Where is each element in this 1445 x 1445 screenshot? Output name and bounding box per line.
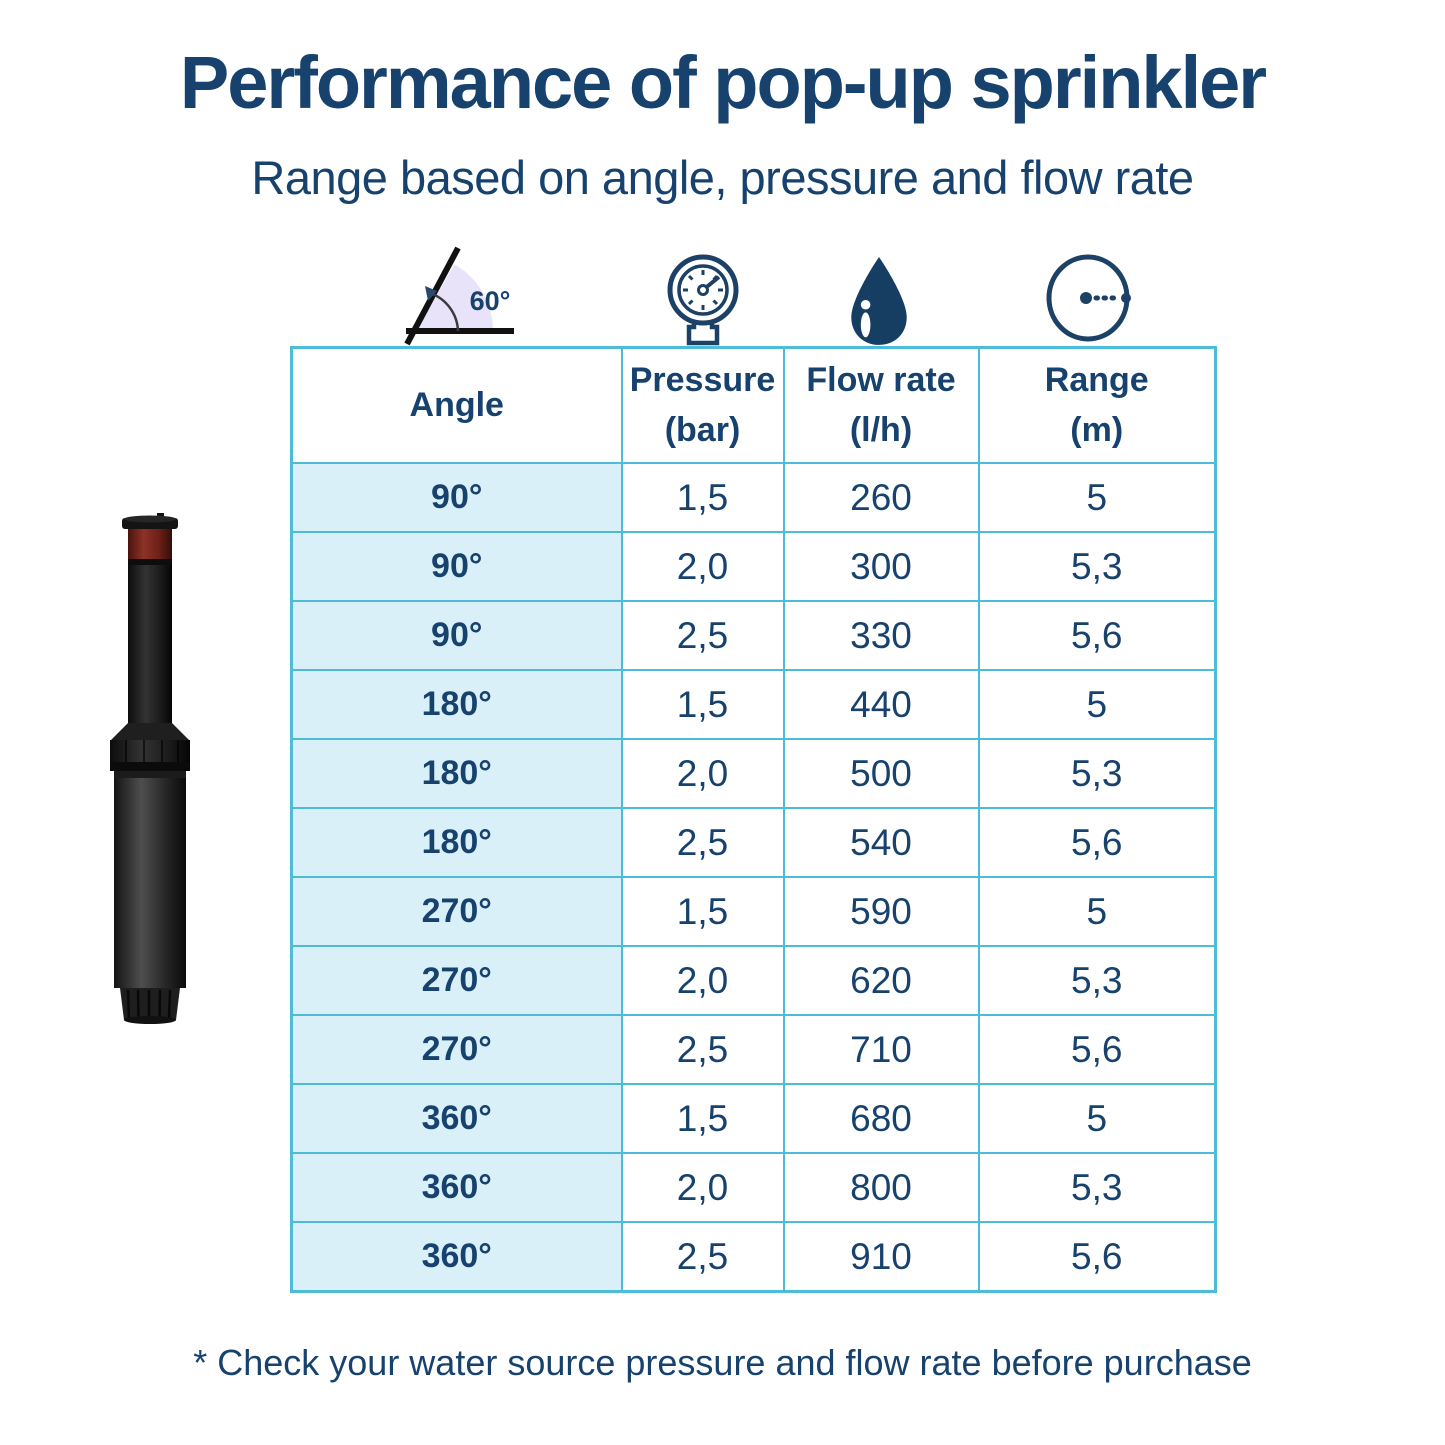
pressure-cell: 2,0 <box>620 738 785 809</box>
header-range-line2: (m) <box>1070 410 1124 449</box>
pressure-cell: 2,5 <box>620 1221 785 1293</box>
table-header: Angle Pressure (bar) Flow rate (l/h) Ran… <box>290 346 1217 464</box>
pressure-cell: 2,5 <box>620 807 785 878</box>
header-pressure: Pressure (bar) <box>620 346 785 464</box>
sprinkler-product-image <box>70 510 228 1052</box>
range-cell: 5,3 <box>977 1152 1217 1223</box>
header-range: Range (m) <box>977 346 1217 464</box>
angle-cell: 90° <box>290 531 623 602</box>
flow-cell: 590 <box>782 876 980 947</box>
range-circle-icon <box>1038 250 1138 346</box>
range-cell: 5,6 <box>977 1221 1217 1293</box>
pressure-cell: 2,0 <box>620 531 785 602</box>
table-row: 180° 2,5 540 5,6 <box>290 807 1217 878</box>
table-row: 180° 1,5 440 5 <box>290 669 1217 740</box>
pressure-cell: 2,5 <box>620 1014 785 1085</box>
range-icon-svg <box>1046 254 1131 342</box>
pressure-cell: 2,0 <box>620 945 785 1016</box>
range-cell: 5 <box>977 669 1217 740</box>
angle-cell: 180° <box>290 669 623 740</box>
pressure-gauge-icon <box>658 248 748 348</box>
header-flow: Flow rate (l/h) <box>782 346 980 464</box>
flow-cell: 910 <box>782 1221 980 1293</box>
angle-icon: 60° <box>392 238 542 346</box>
header-pressure-line1: Pressure <box>629 361 776 400</box>
header-angle: Angle <box>290 346 623 464</box>
table-row: 270° 2,0 620 5,3 <box>290 945 1217 1016</box>
range-cell: 5,6 <box>977 807 1217 878</box>
table-row: 270° 2,5 710 5,6 <box>290 1014 1217 1085</box>
angle-cell: 270° <box>290 1014 623 1085</box>
range-cell: 5 <box>977 1083 1217 1154</box>
header-flow-line2: (l/h) <box>849 410 913 449</box>
range-cell: 5,3 <box>977 945 1217 1016</box>
table-row: 90° 2,0 300 5,3 <box>290 531 1217 602</box>
flow-cell: 540 <box>782 807 980 878</box>
performance-table: Angle Pressure (bar) Flow rate (l/h) Ran… <box>290 346 1217 1293</box>
pressure-cell: 2,0 <box>620 1152 785 1223</box>
header-pressure-line2: (bar) <box>664 410 741 449</box>
header-row: Angle Pressure (bar) Flow rate (l/h) Ran… <box>290 346 1217 464</box>
pressure-cell: 1,5 <box>620 1083 785 1154</box>
table-row: 360° 2,0 800 5,3 <box>290 1152 1217 1223</box>
flow-cell: 800 <box>782 1152 980 1223</box>
header-range-line1: Range <box>1044 361 1149 400</box>
flow-cell: 620 <box>782 945 980 1016</box>
range-cell: 5 <box>977 462 1217 533</box>
header-angle-line1: Angle <box>409 385 504 424</box>
pressure-cell: 2,5 <box>620 600 785 671</box>
angle-cell: 360° <box>290 1221 623 1293</box>
pressure-cell: 1,5 <box>620 462 785 533</box>
range-cell: 5,3 <box>977 531 1217 602</box>
angle-cell: 90° <box>290 600 623 671</box>
angle-cell: 270° <box>290 945 623 1016</box>
page-title: Performance of pop-up sprinkler <box>179 41 1267 124</box>
table-body: 90° 1,5 260 5 90° 2,0 300 5,3 90° 2,5 330 5,6 180° 1,… <box>290 462 1217 1293</box>
angle-degree-label: 60° <box>470 286 511 316</box>
flow-cell: 710 <box>782 1014 980 1085</box>
table-row: 180° 2,0 500 5,3 <box>290 738 1217 809</box>
flow-cell: 300 <box>782 531 980 602</box>
page-subtitle: Range based on angle, pressure and flow … <box>251 151 1194 204</box>
angle-cell: 270° <box>290 876 623 947</box>
flow-cell: 500 <box>782 738 980 809</box>
flow-cell: 680 <box>782 1083 980 1154</box>
range-cell: 5 <box>977 876 1217 947</box>
range-cell: 5,6 <box>977 600 1217 671</box>
sprinkler-svg <box>110 513 190 1024</box>
drop-icon-svg <box>851 257 907 345</box>
flow-cell: 440 <box>782 669 980 740</box>
range-cell: 5,6 <box>977 1014 1217 1085</box>
footnote: * Check your water source pressure and f… <box>193 1342 1252 1383</box>
angle-cell: 360° <box>290 1083 623 1154</box>
table-row: 270° 1,5 590 5 <box>290 876 1217 947</box>
gauge-icon-svg <box>667 254 739 346</box>
header-flow-line1: Flow rate <box>806 361 956 400</box>
angle-cell: 90° <box>290 462 623 533</box>
angle-cell: 180° <box>290 738 623 809</box>
table-row: 360° 1,5 680 5 <box>290 1083 1217 1154</box>
pressure-cell: 1,5 <box>620 669 785 740</box>
angle-icon-svg: 60° <box>404 246 514 346</box>
table-row: 90° 1,5 260 5 <box>290 462 1217 533</box>
pressure-cell: 1,5 <box>620 876 785 947</box>
angle-cell: 180° <box>290 807 623 878</box>
flow-cell: 330 <box>782 600 980 671</box>
angle-cell: 360° <box>290 1152 623 1223</box>
table-row: 360° 2,5 910 5,6 <box>290 1221 1217 1293</box>
range-cell: 5,3 <box>977 738 1217 809</box>
flow-cell: 260 <box>782 462 980 533</box>
table-row: 90° 2,5 330 5,6 <box>290 600 1217 671</box>
water-drop-icon <box>836 252 922 348</box>
